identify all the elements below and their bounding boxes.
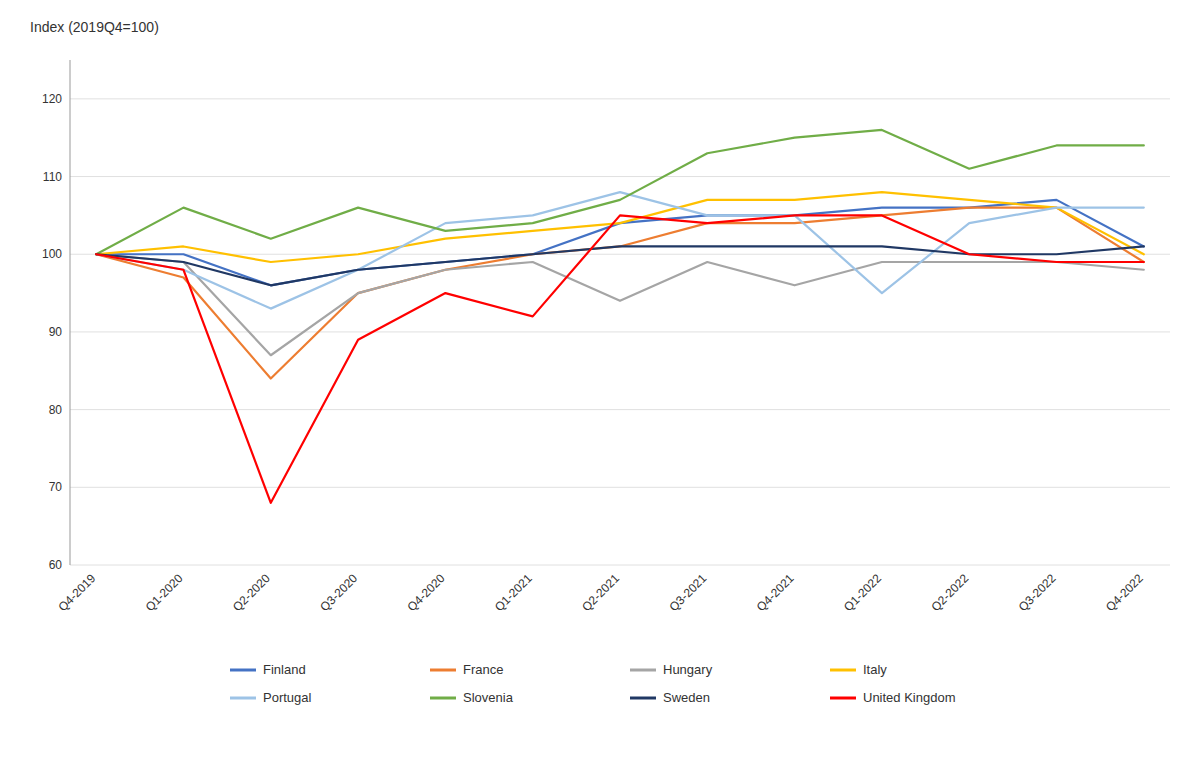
legend-swatch [430, 697, 456, 700]
y-axis-label: Index (2019Q4=100) [30, 19, 159, 35]
y-tick-label: 90 [49, 325, 63, 339]
grid-line [70, 565, 1170, 566]
lines [96, 130, 1144, 503]
legend-swatch [830, 697, 856, 700]
grid-line [70, 176, 1170, 177]
legend-swatch [230, 669, 256, 672]
legend-label: Portugal [263, 690, 312, 705]
legend-label: Sweden [663, 690, 710, 705]
x-tick-label: Q4-2019 [55, 571, 98, 614]
y-tick-label: 70 [49, 480, 63, 494]
y-tick-label: 110 [43, 170, 62, 184]
legend-swatch [630, 697, 656, 700]
x-tick-label: Q2-2021 [579, 571, 622, 614]
y-tick-label: 60 [49, 558, 63, 572]
grid-line [70, 331, 1170, 332]
x-tick-label: Q4-2022 [1103, 571, 1146, 614]
series-line [96, 246, 1144, 285]
legend-label: Finland [263, 662, 306, 677]
grid-line [70, 98, 1170, 99]
legend-label: Slovenia [463, 690, 514, 705]
legend-label: Hungary [663, 662, 713, 677]
legend-label: Italy [863, 662, 887, 677]
y-axis-line [70, 60, 71, 565]
x-tick-label: Q2-2022 [928, 571, 971, 614]
y-tick-label: 120 [42, 92, 62, 106]
x-tick-label: Q2-2020 [230, 571, 273, 614]
x-tick-label: Q4-2020 [405, 571, 448, 614]
x-tick-label: Q3-2021 [666, 571, 709, 614]
grid-line [70, 487, 1170, 488]
legend-swatch [230, 697, 256, 700]
y-tick-label: 80 [49, 403, 63, 417]
legend: Finland France Hungary Italy Portugal Sloveni… [230, 662, 956, 705]
x-tick-label: Q3-2022 [1016, 571, 1059, 614]
series-line [96, 254, 1144, 355]
chart: Index (2019Q4=100) 60 70 80 90 100 110 120 Q4-20… [0, 0, 1200, 761]
series-line [96, 192, 1144, 262]
x-tick-label: Q1-2020 [143, 571, 186, 614]
series-line [96, 200, 1144, 285]
x-tick-label: Q3-2020 [317, 571, 360, 614]
y-tick-label: 100 [42, 247, 62, 261]
series-line [96, 192, 1144, 309]
legend-label: United Kingdom [863, 690, 956, 705]
legend-swatch [430, 669, 456, 672]
series-line [96, 130, 1144, 254]
x-tick-label: Q1-2022 [841, 571, 884, 614]
legend-swatch [630, 669, 656, 672]
legend-swatch [830, 669, 856, 672]
series-line [96, 215, 1144, 502]
x-tick-label: Q1-2021 [492, 571, 535, 614]
legend-label: France [463, 662, 503, 677]
grid [70, 99, 1170, 565]
x-tick-label: Q4-2021 [754, 571, 797, 614]
